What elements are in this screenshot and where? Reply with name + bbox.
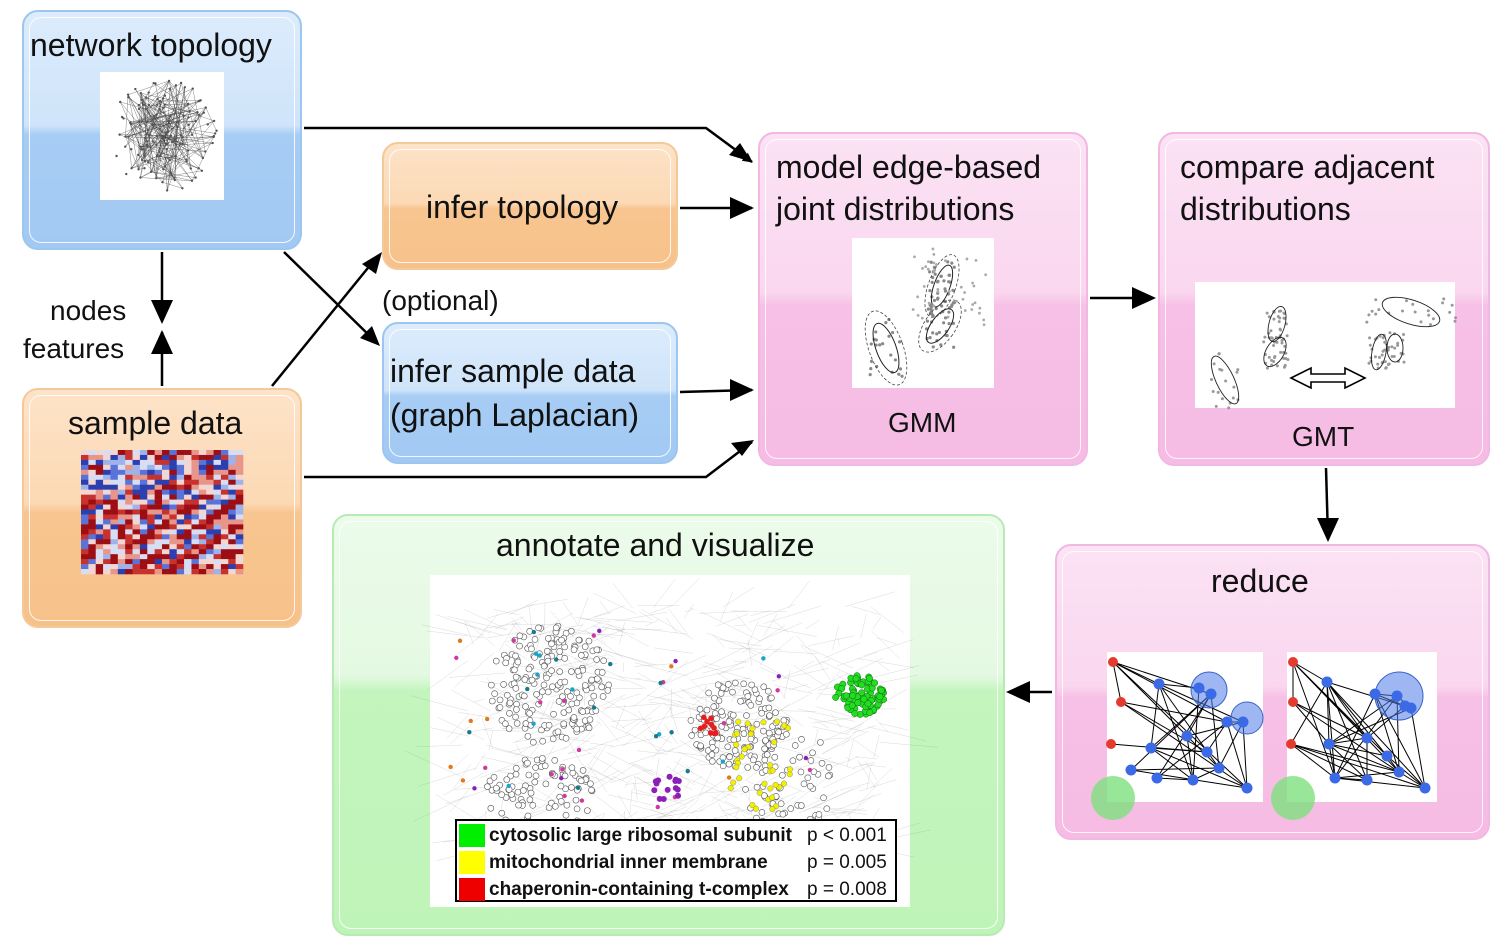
arrow-sample-to-infer-topology bbox=[271, 257, 377, 387]
sample-data-label: sample data bbox=[68, 405, 243, 441]
gmt-scatter-thumbnail bbox=[1195, 282, 1458, 410]
nodes-annotation: nodes bbox=[50, 295, 127, 326]
gmm-scatter-thumbnail bbox=[852, 238, 994, 388]
compare-label-2: distributions bbox=[1180, 191, 1351, 227]
model-label-2: joint distributions bbox=[776, 191, 1015, 227]
legend-label: cytosolic large ribosomal subunit bbox=[489, 825, 793, 846]
legend-p-value: p = 0.008 bbox=[807, 879, 887, 900]
legend-swatch-yellow bbox=[459, 851, 485, 874]
legend-label: mitochondrial inner membrane bbox=[489, 852, 768, 873]
infer-sample-data-label-2: (graph Laplacian) bbox=[390, 397, 640, 433]
infer-sample-data-label-1: infer sample data bbox=[390, 353, 636, 389]
arrow-compare-to-reduce bbox=[1324, 467, 1330, 539]
compare-label-1: compare adjacent bbox=[1180, 149, 1435, 185]
infer-sample-data-box: infer sample data (graph Laplacian) bbox=[382, 322, 678, 464]
infer-topology-label: infer topology bbox=[426, 189, 619, 225]
network-topology-label: network topology bbox=[30, 27, 272, 63]
reduce-graph-before bbox=[1091, 652, 1264, 820]
arrow-infer-sample-to-model bbox=[679, 388, 753, 394]
reduce-graph-after bbox=[1271, 652, 1437, 820]
features-annotation: features bbox=[23, 333, 125, 364]
legend-row: chaperonin-containing t-complex p = 0.00… bbox=[457, 876, 895, 903]
legend-label: chaperonin-containing t-complex bbox=[489, 879, 789, 900]
legend-swatch-red bbox=[459, 878, 485, 901]
network-topology-thumbnail bbox=[100, 72, 224, 200]
reduce-label: reduce bbox=[1211, 563, 1309, 599]
network-topology-box: network topology bbox=[22, 10, 302, 250]
annotate-visualize-label: annotate and visualize bbox=[496, 527, 815, 563]
legend-row: mitochondrial inner membrane p = 0.005 bbox=[457, 849, 895, 876]
legend-p-value: p < 0.001 bbox=[807, 825, 887, 846]
legend-swatch-green bbox=[459, 824, 485, 847]
legend-row: cytosolic large ribosomal subunit p < 0.… bbox=[457, 822, 895, 849]
gmt-caption: GMT bbox=[1292, 421, 1355, 452]
legend-p-value: p = 0.005 bbox=[807, 852, 887, 873]
arrow-topology-to-infer-sample bbox=[283, 251, 377, 343]
infer-topology-box: infer topology bbox=[382, 142, 678, 270]
gmm-caption: GMM bbox=[888, 407, 957, 438]
optional-annotation: (optional) bbox=[382, 285, 499, 316]
model-label-1: model edge-based bbox=[776, 149, 1042, 185]
sample-data-heatmap bbox=[81, 450, 244, 575]
enrichment-legend: cytosolic large ribosomal subunit p < 0.… bbox=[455, 819, 897, 902]
